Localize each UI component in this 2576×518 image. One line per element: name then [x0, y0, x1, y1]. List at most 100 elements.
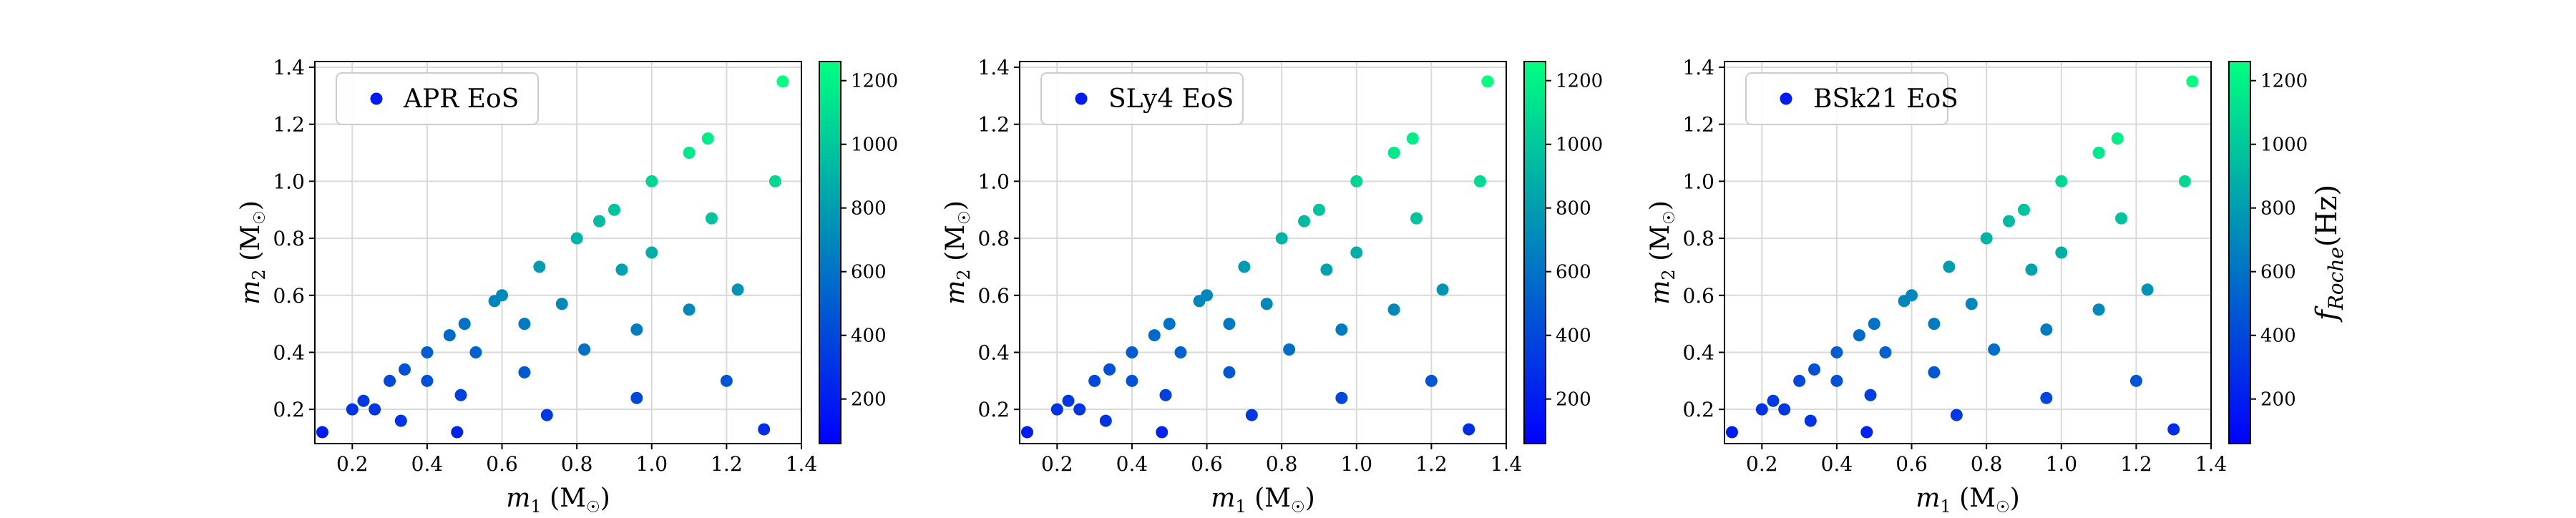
x-axis-label-unit: (M — [1246, 484, 1291, 513]
data-point — [1174, 346, 1187, 358]
data-point — [1943, 260, 1956, 273]
x-tick-label: 0.2 — [1041, 452, 1073, 476]
scatter-panel-3: 0.2 0.4 0.6 0.8 1.0 1.2 1.4 0.2 0.4 0.6 0.8 1.0 1.2 1… — [1646, 56, 2348, 517]
data-point — [593, 215, 606, 228]
x-tick-label: 0.8 — [1266, 452, 1298, 476]
colorbar-frame — [819, 61, 841, 444]
x-tick-label: 1.4 — [786, 452, 818, 476]
legend-box — [1745, 72, 1948, 125]
data-point — [469, 346, 482, 358]
colorbar-tick-label: 1000 — [2260, 135, 2308, 156]
data-point — [2003, 215, 2016, 228]
colorbar-tick-label: 800 — [1556, 198, 1591, 220]
x-tick-label: 1.2 — [711, 452, 743, 476]
y-axis-label-main: m — [941, 280, 970, 305]
data-point — [540, 409, 553, 421]
data-point — [1350, 246, 1363, 259]
x-axis-label-unit-close: ) — [1305, 484, 1315, 513]
x-axis-label-unit: (M — [542, 484, 586, 513]
data-point — [555, 298, 568, 311]
data-point — [1853, 329, 1865, 342]
legend-box — [1040, 72, 1244, 125]
y-axis-label-subscript: 2 — [1659, 269, 1679, 280]
data-point — [357, 394, 370, 407]
legend-label: APR EoS — [403, 84, 519, 114]
data-point — [2167, 423, 2180, 436]
data-point — [1804, 414, 1817, 427]
data-point — [1163, 318, 1176, 331]
data-point — [1050, 403, 1063, 416]
data-point — [2025, 263, 2038, 276]
y-tick-label: 1.0 — [273, 170, 305, 193]
data-point — [683, 303, 696, 316]
data-point — [645, 175, 658, 187]
y-axis-label-subscript: 2 — [249, 269, 269, 280]
colorbar-tick-label: 800 — [2260, 198, 2296, 220]
data-point — [1275, 232, 1288, 245]
x-axis-label-subscript: 1 — [1940, 497, 1951, 515]
y-tick-label: 0.4 — [977, 341, 1010, 364]
data-point — [1350, 175, 1363, 187]
x-axis-label-main: m — [1916, 484, 1940, 513]
data-point — [701, 132, 714, 145]
data-point — [1223, 318, 1236, 331]
data-point — [1928, 318, 1941, 331]
data-point — [451, 426, 464, 439]
data-point — [1387, 147, 1400, 160]
x-tick-label: 1.4 — [2195, 452, 2228, 476]
y-axis-label-unit-close: ) — [1646, 200, 1675, 210]
data-point — [1864, 388, 1877, 401]
data-point — [776, 75, 789, 88]
data-point — [1073, 403, 1086, 416]
y-tick-label: 0.6 — [977, 284, 1010, 308]
data-point — [2040, 391, 2053, 404]
data-point — [443, 329, 456, 342]
data-point — [570, 232, 583, 245]
colorbar-tick-label: 1000 — [851, 135, 898, 156]
data-point — [731, 283, 744, 296]
x-tick-label: 0.6 — [1896, 452, 1928, 476]
y-axis-label-sun-symbol: ☉ — [956, 210, 974, 225]
y-tick-label: 1.0 — [977, 170, 1010, 193]
data-point — [1767, 394, 1780, 407]
y-tick-label: 0.8 — [1682, 227, 1714, 250]
y-tick-label: 0.8 — [273, 227, 305, 250]
y-axis-label-unit-close: ) — [941, 200, 970, 210]
data-point — [1126, 374, 1138, 387]
colorbar-tick-label: 600 — [851, 262, 887, 283]
data-point — [1830, 346, 1843, 358]
data-point — [758, 423, 771, 436]
data-point — [518, 366, 531, 378]
y-axis-label-unit: (M — [236, 225, 265, 269]
data-point — [1425, 374, 1438, 387]
colorbar-frame — [1523, 61, 1546, 444]
data-point — [454, 388, 467, 401]
data-point — [578, 343, 591, 356]
data-point — [1156, 426, 1169, 439]
data-point — [1103, 363, 1116, 376]
colorbar-tick-label: 1200 — [1556, 71, 1603, 92]
data-point — [518, 318, 531, 331]
legend: APR EoS — [336, 72, 539, 125]
x-axis-label-sun-symbol: ☉ — [1291, 499, 1305, 515]
colorbar-label: fRoche(Hz) — [2311, 185, 2348, 323]
data-point — [1755, 403, 1768, 416]
data-point — [1148, 329, 1161, 342]
data-point — [346, 403, 358, 416]
colorbar: 200 400 600 800 1000 1200 — [1523, 61, 1603, 444]
data-point — [615, 263, 628, 276]
colorbar-tick-label: 200 — [1556, 389, 1591, 411]
colorbar-tick-label: 1000 — [1556, 135, 1603, 156]
y-tick-label: 1.2 — [1682, 113, 1714, 137]
data-point — [2129, 374, 2142, 387]
y-tick-label: 0.2 — [273, 398, 305, 421]
data-point — [2186, 75, 2199, 88]
colorbar-tick-label: 600 — [1556, 262, 1591, 283]
data-point — [2055, 246, 2068, 259]
data-point — [1950, 409, 1963, 421]
data-point — [2055, 175, 2068, 187]
data-point — [720, 374, 733, 387]
data-point — [2092, 303, 2105, 316]
data-point — [1062, 394, 1075, 407]
colorbar-tick-label: 800 — [851, 198, 887, 220]
